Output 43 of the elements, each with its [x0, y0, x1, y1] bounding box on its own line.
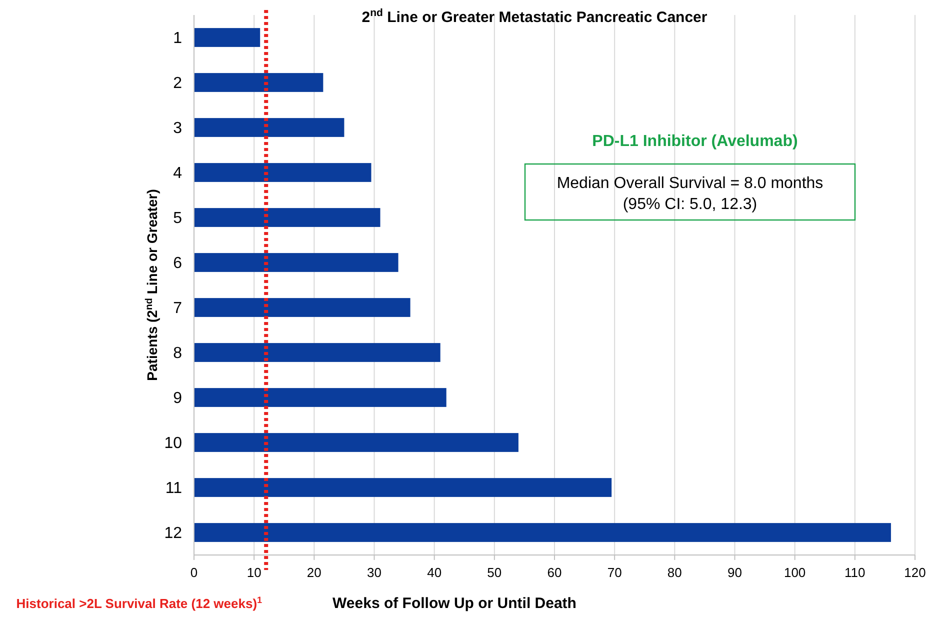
bar — [194, 163, 372, 182]
x-axis-title: Weeks of Follow Up or Until Death — [332, 595, 576, 612]
bar — [194, 298, 410, 317]
x-tick-label: 100 — [784, 565, 806, 580]
x-tick-label: 30 — [367, 565, 382, 580]
bar — [194, 253, 398, 272]
annotation: Median Overall Survival = 8.0 months — [556, 175, 824, 192]
annotation: (95% CI: 5.0, 12.3) — [622, 196, 758, 213]
annotation: PD-L1 Inhibitor (Avelumab) — [592, 133, 798, 150]
chart-title: 2$^{nd}$ Line or Greater Metastatic Pancreatic Cancer — [362, 7, 708, 26]
x-tick-label: 120 — [904, 565, 926, 580]
y-tick-label: 10 — [164, 435, 182, 452]
bar — [194, 478, 612, 497]
bar — [194, 73, 324, 92]
bar — [194, 118, 344, 137]
y-tick-label: 8 — [173, 345, 182, 362]
bar — [194, 388, 446, 407]
x-tick-label: 60 — [547, 565, 562, 580]
x-tick-label: 10 — [246, 565, 262, 580]
y-tick-label: 9 — [173, 390, 182, 408]
x-tick-label: 20 — [306, 565, 322, 580]
x-tick-label: 90 — [728, 565, 742, 580]
bar — [194, 523, 891, 542]
y-tick-label: 2 — [173, 75, 182, 92]
x-tick-label: 50 — [487, 565, 502, 580]
x-tick-label: 0 — [190, 565, 198, 580]
y-tick-label: 1 — [173, 30, 182, 48]
y-tick-label: 11 — [165, 480, 182, 498]
x-tick-label: 40 — [427, 565, 442, 580]
ref-line-label: Historical >2L Survival Rate (12 weeks)$^{1}$ — [16, 595, 262, 611]
y-tick-label: 7 — [173, 300, 182, 318]
y-tick-label: 12 — [164, 525, 182, 542]
y-tick-label: 6 — [173, 255, 182, 272]
bar — [194, 208, 380, 227]
bar — [194, 28, 260, 47]
bar — [194, 343, 440, 362]
y-tick-label: 4 — [173, 165, 182, 182]
bar — [194, 433, 518, 452]
y-tick-label: 5 — [173, 210, 182, 228]
x-tick-label: 70 — [607, 565, 622, 580]
y-tick-label: 3 — [173, 120, 182, 138]
x-tick-label: 80 — [667, 565, 682, 580]
x-tick-label: 110 — [844, 565, 866, 580]
